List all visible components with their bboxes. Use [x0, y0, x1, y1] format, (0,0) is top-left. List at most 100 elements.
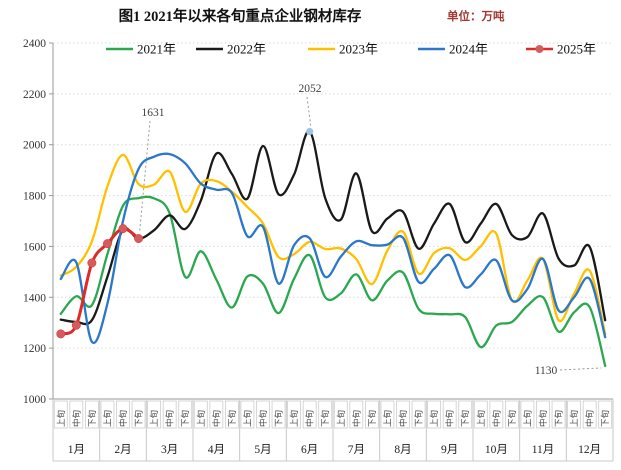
ytick-label-1000: 1000: [23, 394, 46, 406]
chart-title: 图1 2021年以来各旬重点企业钢材库存: [119, 7, 362, 25]
period-label: 中旬: [258, 410, 268, 427]
month-label-12: 12月: [578, 444, 601, 456]
period-label: 下旬: [414, 410, 424, 427]
ytick-label-1400: 1400: [23, 292, 46, 304]
ytick-label-2200: 2200: [23, 89, 46, 101]
period-cell: [193, 400, 208, 429]
legend-item-2022年: 2022年: [196, 42, 266, 57]
period-cell: [162, 400, 177, 429]
legend-marker-2025年: [535, 45, 544, 53]
period-label: 下旬: [274, 410, 284, 427]
period-label: 下旬: [507, 410, 517, 427]
period-cell: [582, 400, 597, 429]
period-cell: [287, 400, 302, 429]
period-label: 中旬: [118, 410, 128, 427]
series-marker-2025年-5: [134, 234, 144, 243]
period-label: 中旬: [585, 410, 595, 427]
period-cell: [271, 400, 286, 429]
ytick-label-1800: 1800: [23, 191, 46, 203]
period-cell: [318, 400, 333, 429]
period-cell: [504, 400, 519, 429]
month-label-11: 11月: [532, 444, 555, 456]
period-cell: [224, 400, 239, 429]
period-cell: [53, 400, 68, 429]
series-line-2023年: [59, 153, 607, 336]
period-label: 中旬: [211, 410, 221, 427]
period-cell: [473, 400, 488, 429]
period-label: 上旬: [102, 410, 112, 427]
legend-item-2025年: 2025年: [526, 42, 596, 57]
period-label: 中旬: [71, 410, 81, 427]
legend-item-2021年: 2021年: [106, 42, 176, 57]
period-label: 中旬: [445, 410, 455, 427]
period-cell: [536, 400, 550, 429]
series-marker-2025年-2: [87, 258, 97, 268]
period-label: 下旬: [460, 410, 470, 427]
period-cell: [100, 400, 115, 429]
annotation-leader-1631: [139, 120, 151, 233]
period-cell: [411, 400, 426, 429]
period-label: 中旬: [538, 410, 548, 427]
period-label: 上旬: [429, 410, 439, 427]
period-cell: [256, 400, 270, 429]
period-label: 中旬: [305, 410, 315, 427]
period-label: 上旬: [56, 410, 66, 427]
period-label: 下旬: [87, 410, 97, 427]
legend-label-2023年: 2023年: [339, 42, 378, 57]
series-line-2024年: [59, 152, 607, 345]
period-label: 下旬: [554, 410, 564, 427]
period-cell: [396, 400, 410, 429]
month-label-5: 5月: [254, 444, 271, 456]
period-label: 下旬: [227, 410, 237, 427]
month-label-6: 6月: [301, 444, 318, 456]
period-label: 下旬: [180, 410, 190, 427]
month-label-1: 1月: [68, 444, 85, 456]
period-label: 下旬: [600, 410, 610, 427]
period-cell: [380, 400, 395, 429]
legend-item-2024年: 2024年: [418, 42, 488, 57]
legend-label-2024年: 2024年: [449, 42, 488, 57]
ytick-label-2400: 2400: [23, 38, 46, 50]
month-label-8: 8月: [394, 444, 411, 456]
period-cell: [302, 400, 317, 429]
unit-label: 单位：万吨: [447, 9, 505, 23]
period-cell: [364, 400, 379, 429]
period-label: 上旬: [569, 410, 579, 427]
month-label-9: 9月: [441, 444, 458, 456]
legend-label-2025年: 2025年: [557, 42, 596, 57]
ytick-label-2000: 2000: [23, 140, 46, 152]
period-label: 上旬: [382, 410, 392, 427]
series-marker-2025年-4: [118, 224, 128, 234]
period-cell: [333, 400, 348, 429]
annotation-label-1130: 1130: [535, 365, 558, 377]
series-marker-2025年-0: [56, 329, 66, 339]
period-label: 上旬: [336, 410, 346, 427]
annotation-leader-2052: [306, 96, 312, 126]
period-label: 中旬: [398, 410, 408, 427]
period-cell: [209, 400, 224, 429]
period-label: 上旬: [289, 410, 299, 427]
period-label: 上旬: [149, 410, 159, 427]
period-cell: [567, 400, 582, 429]
period-label: 下旬: [134, 410, 144, 427]
plot-area: 2400 2200 2000 1800 1600 1400 1200 1000 1月 2月 3月 4月…: [23, 38, 614, 462]
legend-label-2021年: 2021年: [137, 42, 176, 57]
period-cell: [427, 400, 442, 429]
period-cell: [489, 400, 504, 429]
period-label: 上旬: [196, 410, 206, 427]
period-cell: [84, 400, 99, 429]
period-label: 上旬: [242, 410, 252, 427]
month-label-3: 3月: [161, 444, 178, 456]
period-cell: [240, 400, 255, 429]
month-label-10: 10月: [485, 444, 508, 456]
month-label-7: 7月: [348, 444, 365, 456]
period-cell: [116, 400, 130, 429]
ytick-label-1200: 1200: [23, 343, 46, 355]
series-marker-2025年-3: [102, 239, 112, 249]
series-line-2021年: [59, 195, 607, 368]
period-cell: [520, 400, 535, 429]
period-cell: [442, 400, 457, 429]
period-cell: [458, 400, 473, 429]
